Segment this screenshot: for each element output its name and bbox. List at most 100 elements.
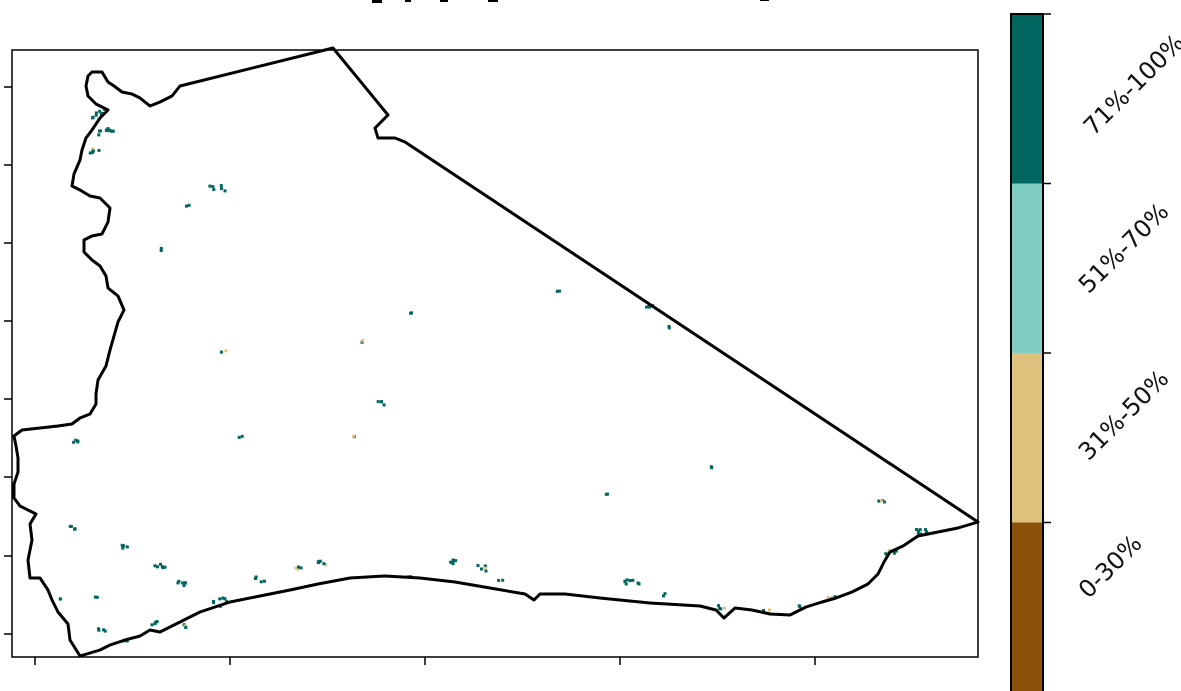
raster-cell	[211, 185, 215, 189]
raster-cell	[451, 562, 455, 566]
raster-cell	[663, 592, 667, 596]
raster-cell	[187, 203, 191, 207]
raster-cell	[604, 492, 608, 496]
raster-cell	[76, 440, 80, 444]
raster-cell	[156, 565, 159, 569]
raster-cell	[97, 148, 101, 152]
raster-cell	[212, 188, 216, 192]
raster-cell	[324, 563, 328, 567]
raster-cell	[884, 552, 888, 556]
raster-cell	[185, 204, 188, 208]
raster-cell	[484, 564, 488, 568]
raster-cell	[882, 500, 886, 504]
raster-cell	[719, 607, 723, 611]
raster-cell	[623, 580, 627, 584]
raster-cell	[924, 530, 928, 534]
raster-cell	[98, 109, 102, 113]
raster-cell	[177, 579, 181, 583]
raster-cell	[106, 127, 110, 131]
raster-cell	[176, 581, 180, 585]
raster-cell	[919, 532, 922, 536]
raster-cell	[73, 527, 77, 531]
region-boundary	[12, 46, 980, 658]
raster-cell	[454, 559, 458, 563]
raster-cell	[480, 567, 483, 571]
raster-cell	[449, 560, 453, 564]
raster-cell	[880, 499, 884, 503]
raster-cell	[624, 582, 628, 586]
raster-cell	[717, 604, 721, 608]
raster-cell	[97, 628, 101, 632]
raster-cell	[125, 545, 129, 549]
raster-cell	[183, 581, 187, 585]
raster-cell	[150, 623, 154, 627]
raster-cell	[220, 187, 223, 191]
raster-cell	[183, 624, 187, 628]
raster-cell	[105, 129, 109, 133]
raster-cell	[797, 604, 801, 608]
raster-cell	[159, 249, 163, 253]
raster-cell	[219, 350, 223, 354]
raster-cell	[153, 564, 157, 568]
raster-cell	[69, 524, 73, 528]
raster-cell	[159, 246, 163, 250]
colorbar	[1010, 13, 1051, 691]
raster-cell	[376, 400, 380, 404]
raster-cell	[379, 400, 383, 404]
raster-cell	[558, 289, 561, 293]
raster-cell	[93, 595, 97, 599]
raster-cell	[237, 435, 241, 439]
title-fragment	[372, 0, 769, 3]
raster-cell	[91, 147, 95, 151]
raster-cell	[58, 597, 62, 601]
raster-cell	[294, 566, 298, 570]
raster-cell	[103, 629, 107, 633]
raster-cell	[555, 289, 559, 293]
raster-cell	[916, 531, 920, 535]
raster-cell	[181, 581, 185, 585]
raster-cell	[99, 129, 102, 133]
left-axis-ticks	[4, 86, 12, 635]
raster-cell	[254, 575, 258, 579]
raster-cell	[924, 528, 927, 532]
raster-cell	[88, 151, 92, 155]
raster-cell	[225, 599, 229, 603]
raster-cell	[648, 305, 651, 309]
raster-cell	[91, 149, 95, 153]
raster-cell	[710, 466, 714, 470]
raster-cell	[892, 551, 896, 555]
raster-cell	[826, 596, 830, 599]
raster-cell	[918, 528, 922, 532]
colorbar-segment	[1011, 14, 1043, 184]
raster-cell	[317, 559, 321, 563]
raster-cell	[917, 529, 920, 533]
raster-cell	[497, 578, 501, 582]
raster-cell	[631, 578, 635, 582]
raster-cell	[223, 189, 227, 193]
raster-cell	[163, 565, 167, 569]
raster-cells	[58, 107, 929, 643]
raster-cell	[218, 597, 222, 601]
raster-cell	[628, 579, 632, 583]
raster-cell	[723, 606, 726, 610]
raster-cell	[483, 566, 487, 570]
raster-cell	[645, 305, 648, 309]
raster-cell	[212, 601, 216, 605]
bottom-axis-ticks	[34, 657, 816, 665]
raster-cell	[452, 559, 455, 563]
raster-cell	[153, 622, 157, 626]
raster-cell	[259, 580, 263, 584]
raster-cell	[296, 567, 300, 571]
raster-cell	[94, 113, 98, 117]
raster-cell	[299, 566, 303, 570]
raster-cell	[122, 544, 126, 548]
colorbar-segment	[1011, 183, 1043, 353]
raster-cell	[102, 628, 106, 632]
plot-frame	[11, 49, 979, 658]
colorbar-segment	[1011, 522, 1043, 691]
raster-cell	[121, 546, 125, 550]
raster-cell	[501, 578, 505, 582]
raster-cell	[636, 581, 640, 585]
raster-cell	[484, 569, 488, 573]
